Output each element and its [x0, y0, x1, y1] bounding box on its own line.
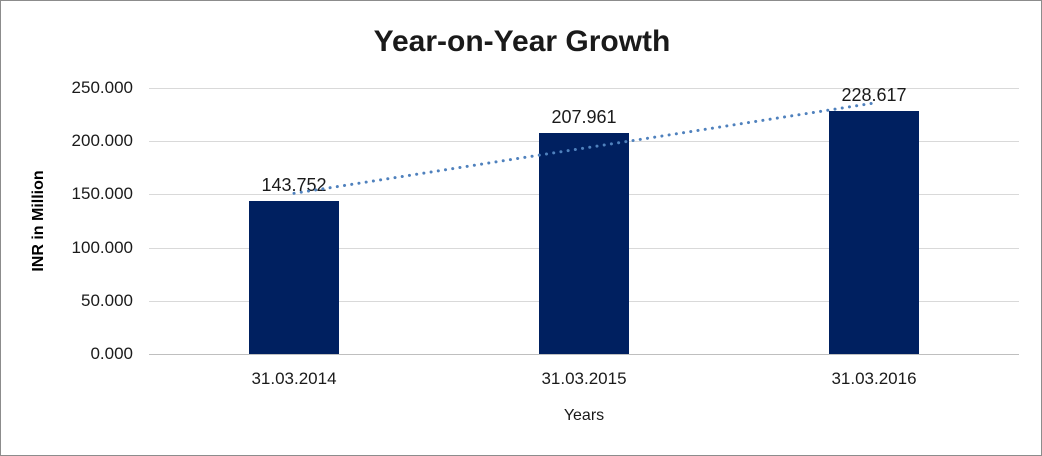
- bar: [539, 133, 629, 354]
- chart-title: Year-on-Year Growth: [373, 25, 671, 58]
- x-tick-label: 31.03.2014: [251, 369, 337, 388]
- y-tick-label: 200.000: [71, 131, 133, 150]
- x-tick-label: 31.03.2015: [541, 369, 627, 388]
- bar-value-label: 207.961: [551, 107, 617, 127]
- x-axis-label: Years: [563, 407, 605, 424]
- x-tick-label: 31.03.2016: [831, 369, 917, 388]
- y-tick-label: 150.000: [71, 184, 133, 203]
- y-tick-label: 100.000: [71, 238, 133, 257]
- bar-value-label: 228.617: [841, 85, 907, 105]
- x-axis-line: [149, 354, 1019, 355]
- bar: [249, 201, 339, 354]
- y-tick-label: 0.000: [90, 344, 133, 363]
- bar-value-label: 143.752: [261, 175, 327, 195]
- y-tick-label: 50.000: [81, 291, 133, 310]
- bar: [829, 111, 919, 354]
- y-tick-label: 250.000: [71, 78, 133, 97]
- gridline: [149, 88, 1019, 89]
